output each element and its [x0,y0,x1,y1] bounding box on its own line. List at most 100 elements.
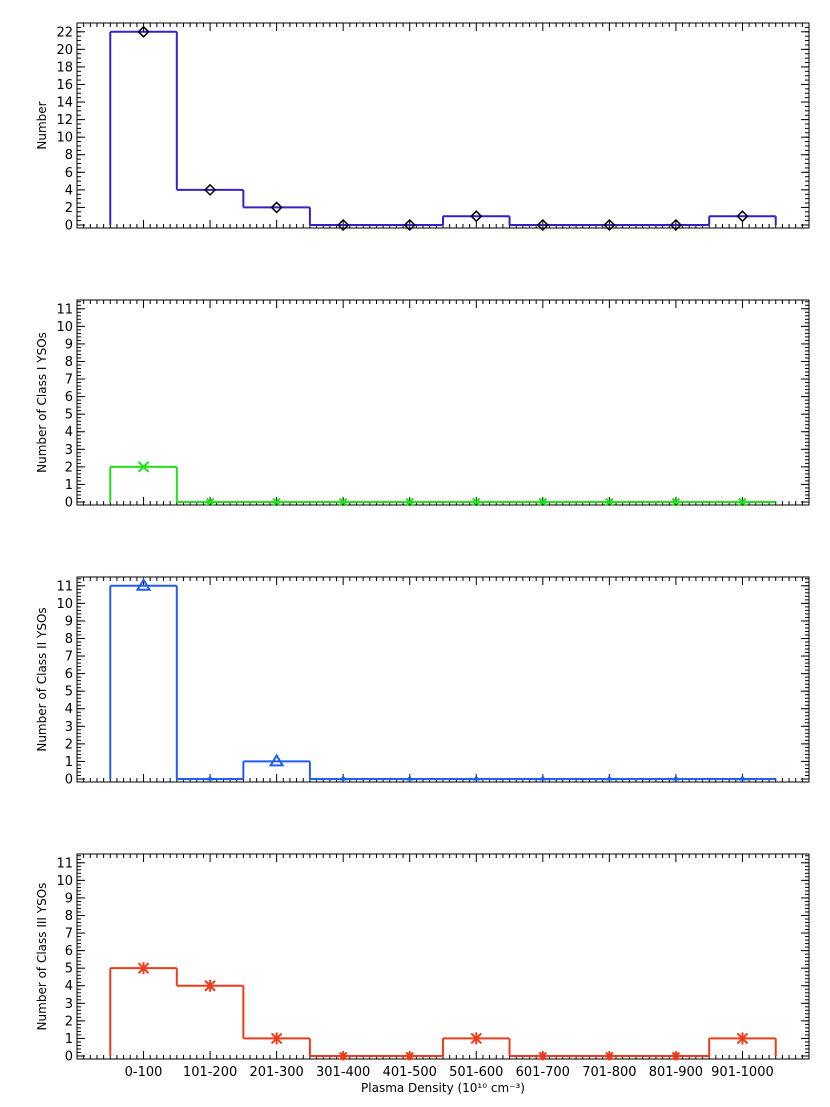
x-category-label: 501-600 [449,1065,503,1080]
y-tick-label: 9 [65,891,73,906]
y-tick-label: 16 [56,78,73,93]
point-marker-501-600 [472,775,480,781]
x-category-label: 701-800 [582,1065,636,1080]
y-tick-label: 11 [56,302,73,317]
point-marker-801-900 [672,775,680,781]
y-axis-title: Number of Class II YSOs [35,607,49,751]
x-category-label: 301-400 [316,1065,370,1080]
point-marker-401-500 [405,497,414,507]
point-marker-101-200 [204,183,217,196]
chart-panel-3: 0 1 2 3 4 5 6 7 8 9 10 11 Number of Class II YSOs [35,576,810,788]
plot-frame [76,853,810,1060]
y-tick-label: 20 [56,43,73,58]
y-tick-label: 10 [56,131,73,146]
y-tick-label: 0 [65,219,73,234]
x-category-label: 401-500 [383,1065,437,1080]
point-marker-701-800 [605,497,614,507]
y-tick-label: 10 [56,874,73,889]
marker-stroke [671,497,681,507]
y-tick-label: 6 [65,166,73,181]
y-tick-label: 18 [56,60,73,75]
y-tick-label: 5 [65,685,73,700]
chart-panel-2: 0 1 2 3 4 5 6 7 8 9 10 11 Number of Class I YSOs [35,299,810,511]
point-marker-201-300 [272,497,281,507]
point-marker-501-600 [470,1032,482,1045]
marker-stroke [338,497,348,507]
y-tick-label: 4 [65,979,73,994]
point-marker-0-100 [137,25,150,38]
y-tick-label: 2 [65,1014,73,1029]
point-marker-101-200 [206,775,214,781]
plot-frame [76,576,810,783]
marker-stroke [605,497,614,507]
y-tick-label: 6 [65,390,73,405]
point-marker-701-800 [603,218,616,232]
y-tick-label: 7 [65,650,73,665]
point-marker-0-100 [137,962,150,975]
point-marker-301-400 [337,218,350,232]
y-tick-label: 12 [56,113,73,128]
x-category-label: 201-300 [249,1065,303,1080]
y-tick-label: 4 [65,183,73,198]
marker-stroke [538,497,548,507]
y-tick-label: 3 [65,997,73,1012]
point-marker-601-700 [538,1051,548,1061]
y-tick-label: 6 [65,667,73,682]
point-marker-401-500 [405,1051,414,1061]
y-tick-label: 11 [56,856,73,871]
y-axis-title: Number of Class I YSOs [35,332,49,473]
point-marker-101-200 [204,979,216,992]
x-category-label: 101-200 [183,1065,237,1080]
point-marker-301-400 [338,497,348,507]
x-category-label: 0-100 [125,1065,163,1080]
point-marker-801-900 [669,218,682,232]
y-tick-label: 0 [65,773,73,788]
point-marker-601-700 [538,497,548,507]
y-tick-label: 6 [65,944,73,959]
point-marker-301-400 [339,775,347,781]
point-marker-701-800 [605,775,613,781]
point-marker-201-300 [268,753,285,767]
point-marker-301-400 [338,1051,348,1061]
x-category-label: 901-1000 [711,1065,774,1080]
marker-stroke [472,497,481,507]
plot-frame [76,299,810,506]
y-tick-label: 8 [65,355,73,370]
y-tick-label: 0 [65,496,73,511]
y-axis-title: Number [35,101,49,149]
x-axis-title: Plasma Density (10¹⁰ cm⁻³) [361,1081,525,1095]
y-tick-label: 3 [65,443,73,458]
y-tick-label: 1 [65,1032,73,1047]
y-tick-label: 2 [65,737,73,752]
point-marker-0-100 [137,461,150,473]
marker-stroke [738,497,747,507]
marker-stroke [272,497,281,507]
x-category-label: 601-700 [516,1065,570,1080]
x-category-label: 801-900 [649,1065,703,1080]
point-marker-501-600 [472,497,481,507]
y-tick-label: 4 [65,425,73,440]
y-tick-label: 8 [65,148,73,163]
plot-frame [76,22,810,229]
marker-stroke [205,497,215,507]
point-marker-201-300 [270,201,283,214]
point-marker-901-1000 [738,497,747,507]
y-tick-label: 14 [56,96,73,111]
point-marker-801-900 [671,497,681,507]
chart-panel-4: 0 1 2 3 4 5 6 7 8 9 10 11 Number of Class III YSOs 0-… [35,853,810,1095]
point-marker-201-300 [270,1032,283,1045]
point-marker-601-700 [536,218,549,232]
point-marker-901-1000 [739,775,746,781]
y-tick-label: 0 [65,1050,73,1065]
y-tick-label: 7 [65,927,73,942]
y-tick-label: 4 [65,702,73,717]
point-marker-901-1000 [736,1032,749,1045]
y-axis-title: Number of Class III YSOs [35,883,49,1031]
y-tick-label: 9 [65,337,73,352]
point-marker-501-600 [470,210,483,223]
marker-stroke [405,497,414,507]
point-marker-801-900 [671,1051,681,1061]
y-tick-label: 3 [65,720,73,735]
y-tick-label: 10 [56,320,73,335]
y-tick-label: 5 [65,408,73,423]
